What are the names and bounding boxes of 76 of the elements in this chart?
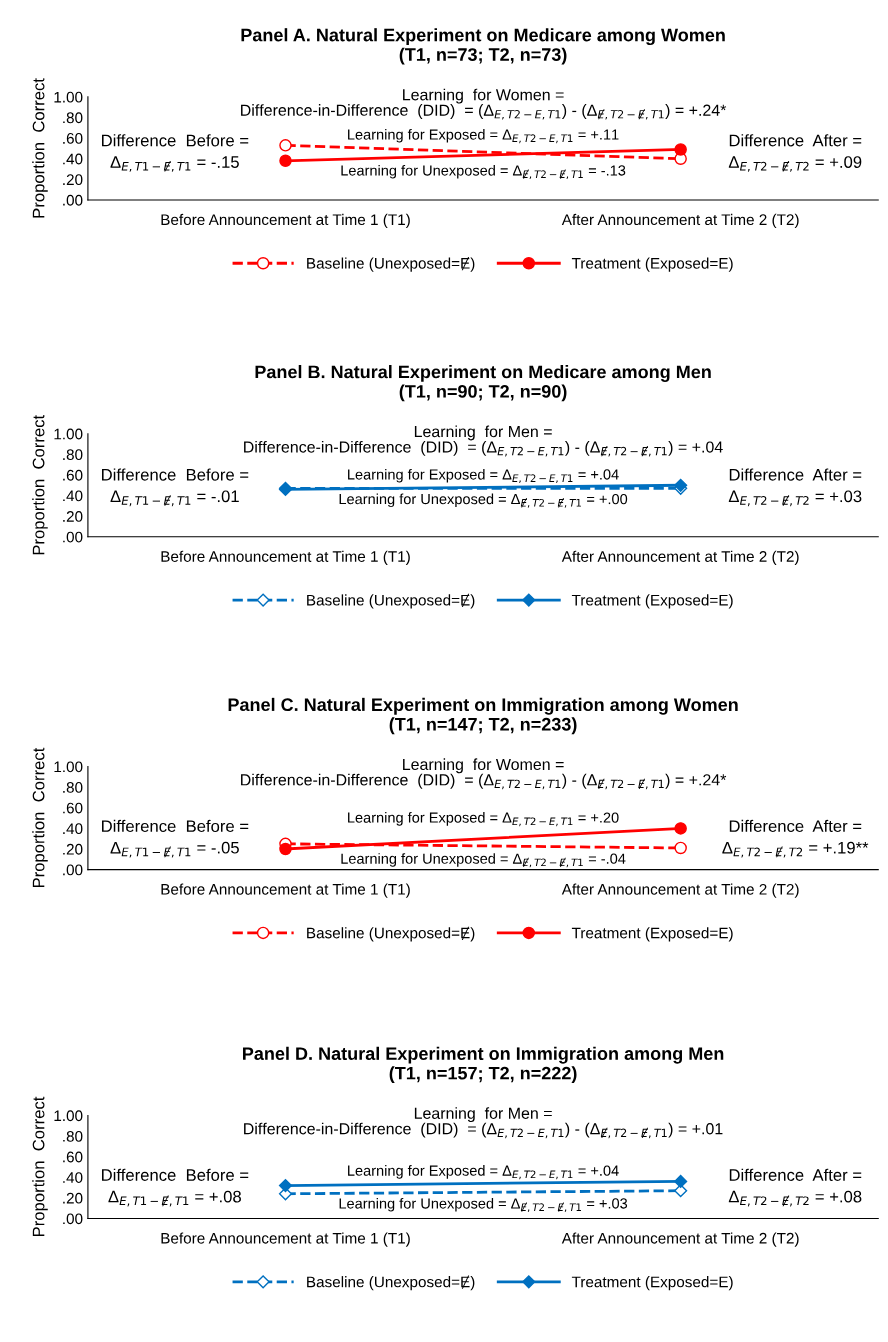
annotation: Difference Before = Δ$_{E,T1−Ɇ,T1}$ = -.01	[102, 468, 249, 507]
y-tick-label: .60	[63, 469, 83, 481]
annotation: Difference After = Δ$_{E,T2−Ɇ,T2}$ = +.19**	[722, 819, 869, 858]
annotation: Learning for Men = Difference-in-Difference (DID) = (Δ$_{E,T2−E,T1}$) - (Δ$_{Ɇ,T2−Ɇ,T1}$) = +.01	[244, 1107, 723, 1139]
point	[674, 143, 687, 156]
y-tick-label: .00	[63, 864, 83, 876]
y-tick-label: .40	[63, 823, 83, 835]
point	[674, 822, 687, 835]
annotation: Difference After = Δ$_{E,T2−Ɇ,T2}$ = +.03	[728, 468, 862, 507]
y-tick-label: 1.00	[54, 428, 83, 440]
legend-label: Baseline (Unexposed=Ɇ)	[307, 1275, 475, 1291]
legend-label: Treatment (Exposed=E)	[571, 927, 733, 942]
point	[279, 154, 292, 168]
annotation: Difference After = Δ$_{E,T2−Ɇ,T2}$ = +.08	[728, 1168, 862, 1207]
y-tick-label: .80	[63, 449, 83, 461]
chart-title: Panel D. Natural Experiment on Immigration among Men (T1, n=157; T2, n=222)	[243, 1046, 724, 1084]
annotation: Difference Before = Δ$_{E,T1−Ɇ,T1}$ = -.05	[102, 819, 249, 858]
legend-label: Baseline (Unexposed=Ɇ)	[307, 926, 475, 942]
legend-label: Baseline (Unexposed=Ɇ)	[307, 257, 475, 272]
x-tick-label: Before Announcement at Time 1 (T1)	[161, 883, 410, 898]
y-tick-label: .00	[63, 194, 83, 206]
chart-title: Panel B. Natural Experiment on Medicare among Men (T1, n=90; T2, n=90)	[255, 365, 711, 402]
annotation: Learning for Men = Difference-in-Difference (DID) = (Δ$_{E,T2−E,T1}$) - (Δ$_{Ɇ,T2−Ɇ,T1}$) = +.04	[244, 425, 723, 457]
legend-label: Treatment (Exposed=E)	[571, 257, 733, 272]
legend-label: Treatment (Exposed=E)	[571, 1276, 733, 1291]
x-tick-label: After Announcement at Time 2 (T2)	[561, 1232, 799, 1247]
legend-label: Baseline (Unexposed=Ɇ)	[307, 593, 475, 609]
y-tick-label: .20	[63, 843, 83, 855]
y-tick-label: 1.00	[54, 1110, 83, 1122]
y-tick-label: 1.00	[54, 91, 83, 103]
x-tick-label: Before Announcement at Time 1 (T1)	[161, 1232, 410, 1247]
y-tick-label: .20	[63, 511, 83, 522]
x-tick-label: Before Announcement at Time 1 (T1)	[161, 550, 410, 565]
annotation: Learning for Women = Difference-in-Difference (DID) = (Δ$_{E,T2−E,T1}$) - (Δ$_{Ɇ,T2−Ɇ,T1}$) = +.24*	[241, 758, 727, 790]
y-axis-title: Proportion Correct	[32, 747, 48, 888]
x-tick-label: After Announcement at Time 2 (T2)	[561, 213, 799, 229]
y-tick-label: .60	[63, 1151, 83, 1163]
y-tick-label: .80	[63, 1130, 83, 1142]
annotation: Difference Before = Δ$_{E,T1−Ɇ,T1}$ = -.15	[102, 134, 249, 172]
annotation: Learning for Unexposed = Δ$_{Ɇ,T2−Ɇ,T1}$ = -.13	[341, 164, 626, 180]
y-tick-label: .60	[63, 132, 83, 144]
x-tick-label: Before Announcement at Time 1 (T1)	[161, 213, 410, 229]
y-tick-label: .80	[63, 112, 83, 124]
annotation: Learning for Unexposed = Δ$_{Ɇ,T2−Ɇ,T1}$ = -.04	[341, 853, 626, 868]
y-axis-title: Proportion Correct	[32, 1096, 48, 1237]
point	[674, 1174, 688, 1189]
y-tick-label: .00	[63, 1213, 83, 1225]
point	[674, 841, 687, 855]
point	[279, 842, 292, 856]
y-tick-label: .40	[63, 1172, 83, 1183]
point	[278, 1178, 293, 1193]
x-tick-label: After Announcement at Time 2 (T2)	[561, 550, 799, 565]
legend-label: Treatment (Exposed=E)	[571, 594, 733, 609]
point	[279, 139, 292, 152]
annotation: Learning for Women = Difference-in-Difference (DID) = (Δ$_{E,T2−E,T1}$) - (Δ$_{Ɇ,T2−Ɇ,T1}$) = +.24*	[241, 88, 727, 120]
annotation: Difference After = Δ$_{E,T2−Ɇ,T2}$ = +.09	[728, 134, 862, 172]
annotation: Learning for Exposed = Δ$_{E,T2−E,T1}$ = +.11	[348, 128, 619, 144]
annotation: Learning for Exposed = Δ$_{E,T2−E,T1}$ = +.04	[348, 468, 619, 484]
y-tick-label: 1.00	[54, 761, 83, 773]
chart-title: Panel A. Natural Experiment on Medicare among Women (T1, n=73; T2, n=73)	[241, 28, 725, 65]
annotation: Learning for Exposed = Δ$_{E,T2−E,T1}$ = +.20	[348, 812, 619, 827]
y-tick-label: .60	[63, 802, 83, 814]
annotation: Learning for Unexposed = Δ$_{Ɇ,T2−Ɇ,T1}$ = +.03	[339, 1197, 628, 1213]
y-axis-title: Proportion Correct	[32, 414, 48, 555]
y-tick-label: .20	[63, 174, 83, 186]
annotation: Learning for Unexposed = Δ$_{Ɇ,T2−Ɇ,T1}$ = +.00	[339, 493, 628, 508]
y-tick-label: .00	[63, 531, 83, 543]
y-tick-label: .40	[63, 153, 83, 165]
x-tick-label: After Announcement at Time 2 (T2)	[561, 883, 799, 898]
y-axis-title: Proportion Correct	[32, 78, 48, 218]
y-tick-label: .20	[63, 1192, 83, 1204]
y-tick-label: .40	[63, 490, 83, 502]
annotation: Difference Before = Δ$_{E,T1−Ɇ,T1}$ = +.08	[102, 1168, 249, 1207]
chart-title: Panel C. Natural Experiment on Immigration among Women (T1, n=147; T2, n=233)	[228, 697, 738, 735]
y-tick-label: .80	[63, 782, 83, 793]
annotation: Learning for Exposed = Δ$_{E,T2−E,T1}$ = +.04	[348, 1165, 619, 1180]
